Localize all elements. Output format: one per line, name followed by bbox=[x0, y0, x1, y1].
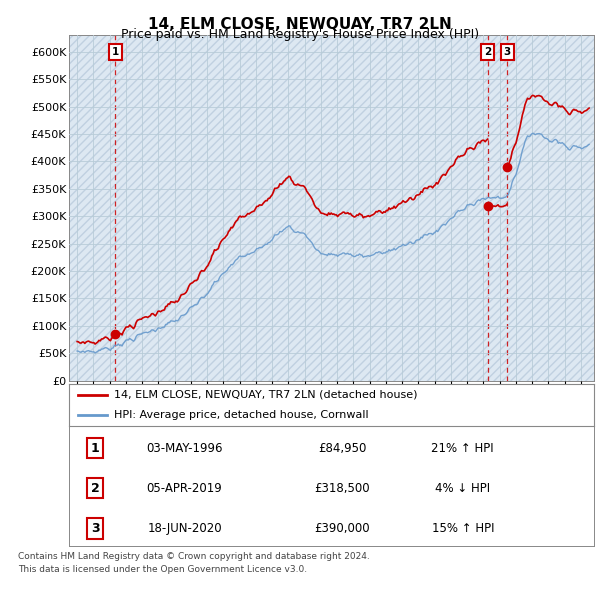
Text: £84,950: £84,950 bbox=[318, 441, 366, 455]
Text: 05-APR-2019: 05-APR-2019 bbox=[146, 481, 223, 495]
Text: £390,000: £390,000 bbox=[314, 522, 370, 535]
Text: 1: 1 bbox=[91, 441, 100, 455]
Text: £318,500: £318,500 bbox=[314, 481, 370, 495]
Text: 15% ↑ HPI: 15% ↑ HPI bbox=[431, 522, 494, 535]
Text: 03-MAY-1996: 03-MAY-1996 bbox=[146, 441, 223, 455]
Text: This data is licensed under the Open Government Licence v3.0.: This data is licensed under the Open Gov… bbox=[18, 565, 307, 574]
Text: HPI: Average price, detached house, Cornwall: HPI: Average price, detached house, Corn… bbox=[113, 409, 368, 419]
Text: Price paid vs. HM Land Registry's House Price Index (HPI): Price paid vs. HM Land Registry's House … bbox=[121, 28, 479, 41]
Text: 14, ELM CLOSE, NEWQUAY, TR7 2LN (detached house): 14, ELM CLOSE, NEWQUAY, TR7 2LN (detache… bbox=[113, 390, 417, 400]
Text: 18-JUN-2020: 18-JUN-2020 bbox=[147, 522, 222, 535]
Text: 2: 2 bbox=[484, 47, 491, 57]
Text: 4% ↓ HPI: 4% ↓ HPI bbox=[435, 481, 490, 495]
Text: 3: 3 bbox=[503, 47, 511, 57]
Text: 14, ELM CLOSE, NEWQUAY, TR7 2LN: 14, ELM CLOSE, NEWQUAY, TR7 2LN bbox=[148, 17, 452, 31]
Text: Contains HM Land Registry data © Crown copyright and database right 2024.: Contains HM Land Registry data © Crown c… bbox=[18, 552, 370, 561]
Text: 2: 2 bbox=[91, 481, 100, 495]
Text: 3: 3 bbox=[91, 522, 100, 535]
Text: 21% ↑ HPI: 21% ↑ HPI bbox=[431, 441, 494, 455]
Text: 1: 1 bbox=[112, 47, 119, 57]
